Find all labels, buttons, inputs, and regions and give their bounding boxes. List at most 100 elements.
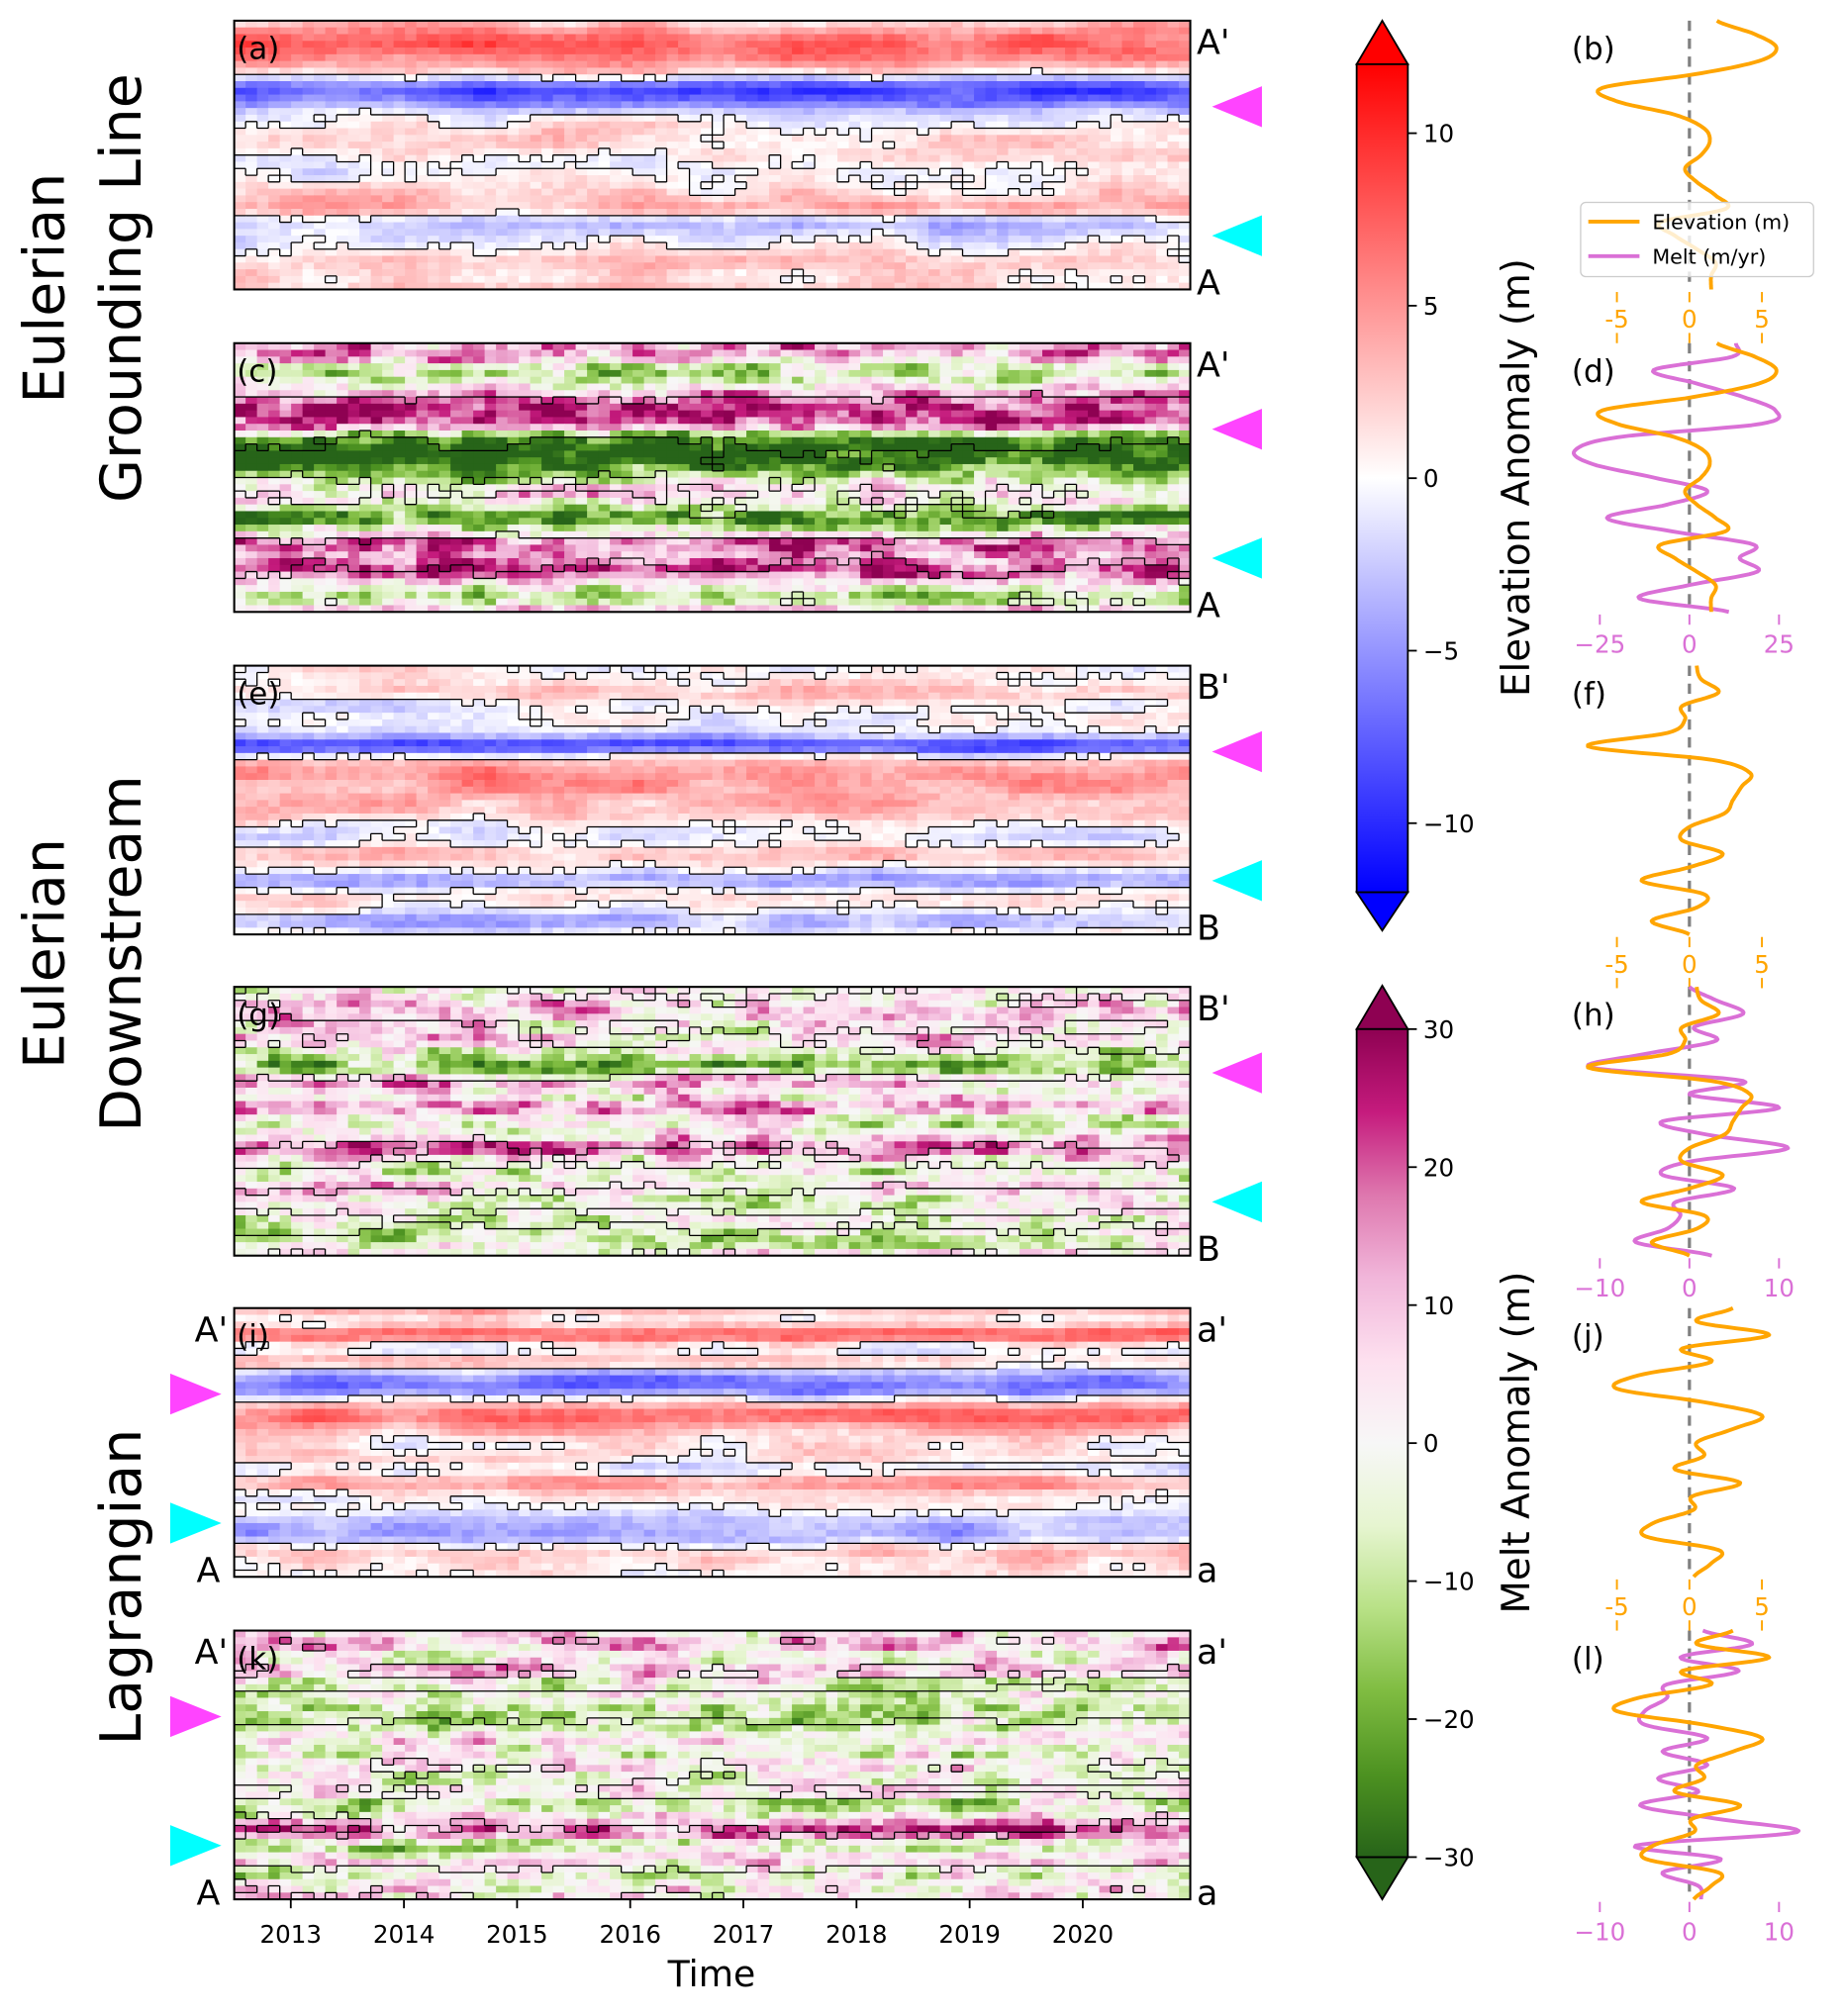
heatmap-cell (302, 121, 315, 130)
heatmap-cell (1019, 53, 1032, 62)
heatmap-cell (564, 431, 577, 438)
heatmap-cell (815, 128, 827, 136)
heatmap-cell (757, 154, 770, 162)
heatmap-cell (848, 410, 861, 418)
heatmap-cell (1111, 94, 1123, 102)
heatmap-cell (997, 255, 1010, 263)
heatmap-cell (530, 222, 542, 230)
heatmap-cell (393, 60, 406, 68)
heatmap-cell (1053, 390, 1066, 398)
heatmap-cell (894, 135, 907, 143)
heatmap-cell (848, 236, 861, 243)
heatmap-cell (1076, 20, 1089, 29)
heatmap-cell (689, 241, 702, 250)
heatmap-cell (678, 20, 691, 29)
heatmap-cell (825, 349, 838, 357)
heatmap-cell (871, 27, 884, 36)
heatmap-cell (724, 67, 736, 75)
heatmap-cell (917, 431, 929, 438)
heatmap-cell (871, 108, 884, 116)
heatmap-cell (757, 410, 770, 418)
heatmap-cell (359, 74, 372, 82)
heatmap-cell (428, 175, 440, 183)
heatmap-cell (575, 269, 588, 277)
heatmap-cell (666, 222, 679, 230)
heatmap-cell (450, 410, 463, 418)
heatmap-cell (347, 369, 360, 378)
heatmap-cell (894, 349, 907, 357)
heatmap-cell (871, 128, 884, 136)
heatmap-cell (848, 369, 861, 378)
heatmap-cell (1167, 128, 1180, 136)
heatmap-cell (1076, 356, 1089, 364)
heatmap-cell (985, 94, 998, 102)
heatmap-cell (393, 269, 406, 277)
heatmap-cell (848, 436, 861, 445)
heatmap-cell (1030, 424, 1043, 432)
heatmap-cell (279, 376, 292, 385)
heatmap-cell (393, 128, 406, 136)
heatmap-cell (370, 195, 383, 203)
heatmap-cell (734, 41, 747, 48)
heatmap-cell (1121, 114, 1134, 123)
heatmap-cell (746, 417, 759, 425)
heatmap-cell (519, 417, 532, 425)
heatmap-cell (1008, 282, 1020, 290)
heatmap-cell (530, 369, 542, 378)
heatmap-cell (848, 87, 861, 96)
heatmap-cell (291, 248, 304, 257)
heatmap-cell (894, 269, 907, 277)
heatmap-cell (461, 443, 474, 451)
heatmap-cell (1167, 457, 1180, 465)
heatmap-cell (438, 255, 451, 263)
heatmap-cell (519, 424, 532, 432)
heatmap-cell (1167, 236, 1180, 243)
heatmap-cell (610, 154, 623, 162)
heatmap-cell (1019, 410, 1032, 418)
heatmap-cell (496, 208, 509, 217)
heatmap-cell (734, 397, 747, 405)
heatmap-cell (701, 397, 714, 405)
heatmap-cell (370, 436, 383, 445)
heatmap-cell (906, 463, 919, 472)
heatmap-cell (632, 229, 645, 237)
heatmap-cell (302, 215, 315, 224)
heatmap-cell (541, 87, 554, 96)
heatmap-cell (428, 397, 440, 405)
heatmap-cell (746, 215, 759, 224)
heatmap-cell (1030, 94, 1043, 102)
heatmap-cell (1042, 53, 1055, 62)
heatmap-cell (792, 208, 805, 217)
heatmap-cell (359, 121, 372, 130)
heatmap-cell (837, 181, 850, 190)
heatmap-cell (655, 248, 668, 257)
heatmap-cell (1179, 135, 1192, 143)
heatmap-cell (416, 356, 429, 364)
heatmap-cell (1030, 74, 1043, 82)
heatmap-cell (701, 114, 714, 123)
heatmap-cell (370, 41, 383, 48)
heatmap-cell (871, 195, 884, 203)
heatmap-cell (871, 208, 884, 217)
heatmap-cell (746, 450, 759, 458)
heatmap-cell (917, 34, 929, 42)
heatmap-cell (382, 142, 395, 149)
heatmap-cell (234, 248, 246, 257)
heatmap-cell (541, 108, 554, 116)
heatmap-cell (245, 403, 258, 412)
heatmap-cell (837, 463, 850, 472)
heatmap-cell (302, 390, 315, 398)
heatmap-cell (939, 241, 952, 250)
heatmap-cell (382, 67, 395, 75)
heatmap-cell (724, 41, 736, 48)
heatmap-cell (917, 349, 929, 357)
heatmap-cell (438, 383, 451, 391)
heatmap-cell (1121, 443, 1134, 451)
heatmap-cell (496, 27, 509, 36)
heatmap-cell (314, 168, 327, 176)
heatmap-cell (837, 342, 850, 351)
heatmap-cell (279, 74, 292, 82)
heatmap-cell (643, 262, 656, 270)
heatmap-cell (325, 410, 338, 418)
heatmap-cell (1179, 208, 1192, 217)
